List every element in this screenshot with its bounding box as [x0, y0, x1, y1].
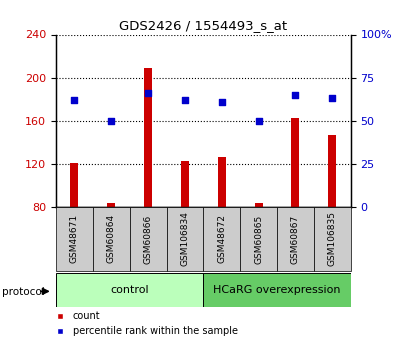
Bar: [314, 207, 351, 271]
Bar: [277, 207, 314, 271]
Text: control: control: [110, 285, 149, 295]
Point: [71, 97, 78, 103]
Bar: [218, 157, 226, 207]
Text: GSM48671: GSM48671: [70, 214, 79, 264]
Point: [145, 90, 151, 96]
Point: [292, 92, 299, 98]
Bar: [240, 207, 277, 271]
Bar: [71, 163, 78, 207]
Bar: [203, 207, 240, 271]
Text: HCaRG overexpression: HCaRG overexpression: [213, 285, 341, 295]
Text: GSM106835: GSM106835: [328, 211, 337, 266]
Bar: [254, 203, 263, 207]
Title: GDS2426 / 1554493_s_at: GDS2426 / 1554493_s_at: [119, 19, 288, 32]
Bar: [56, 273, 203, 307]
Text: protocol: protocol: [2, 287, 45, 296]
Point: [218, 99, 225, 105]
Bar: [129, 207, 166, 271]
Text: GSM106834: GSM106834: [181, 211, 189, 266]
Bar: [93, 207, 129, 271]
Text: GSM60866: GSM60866: [144, 214, 153, 264]
Legend: count, percentile rank within the sample: count, percentile rank within the sample: [46, 307, 242, 340]
Bar: [203, 273, 351, 307]
Bar: [107, 203, 115, 207]
Text: GSM60867: GSM60867: [291, 214, 300, 264]
Text: GSM60864: GSM60864: [107, 214, 116, 264]
Bar: [166, 207, 203, 271]
Bar: [56, 207, 93, 271]
Bar: [144, 68, 152, 207]
Bar: [181, 161, 189, 207]
Text: GSM60865: GSM60865: [254, 214, 263, 264]
Point: [182, 97, 188, 103]
Text: GSM48672: GSM48672: [217, 214, 226, 264]
Point: [255, 118, 262, 124]
Point: [108, 118, 115, 124]
Bar: [291, 118, 300, 207]
Bar: [328, 135, 336, 207]
Point: [329, 96, 336, 101]
